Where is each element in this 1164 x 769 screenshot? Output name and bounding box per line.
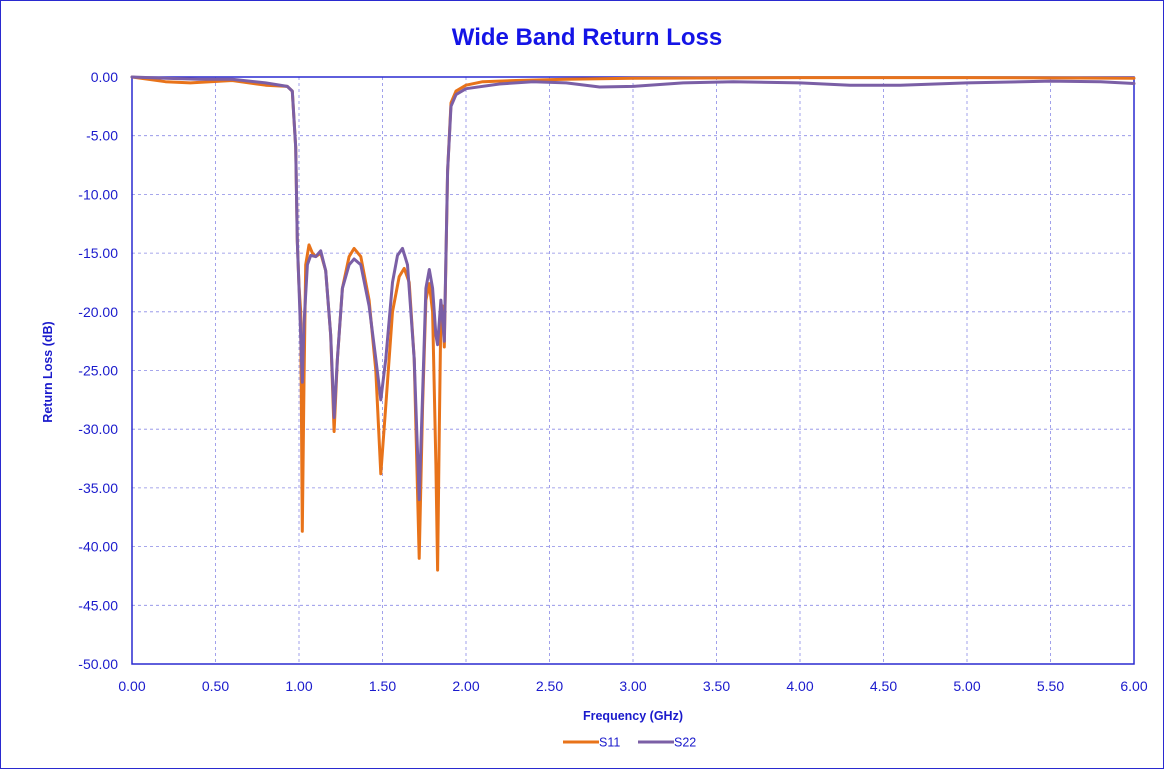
x-tick-label: 1.50: [369, 678, 396, 694]
series-line-s22: [130, 75, 1136, 502]
x-axis-title: Frequency (GHz): [583, 709, 683, 723]
y-tick-label: 0.00: [91, 69, 118, 85]
x-tick-label: 0.00: [118, 678, 145, 694]
legend: S11 S22: [563, 736, 696, 750]
y-axis-title: Return Loss (dB): [41, 321, 55, 422]
x-tick-label: 5.50: [1037, 678, 1064, 694]
y-tick-label: -45.00: [78, 597, 118, 613]
x-tick-label: 2.00: [452, 678, 479, 694]
y-tick-label: -10.00: [78, 186, 118, 202]
gridlines: [132, 77, 1134, 664]
x-axis-ticks: 0.00 0.50 1.00 1.50 2.00 2.50 3.00 3.50 4.00 4.50…: [118, 678, 1147, 694]
x-tick-label: 0.50: [202, 678, 229, 694]
legend-label-s11: S11: [599, 736, 620, 750]
x-tick-label: 4.50: [870, 678, 897, 694]
chart-title: Wide Band Return Loss: [452, 24, 722, 51]
x-tick-label: 4.00: [786, 678, 813, 694]
y-tick-label: -20.00: [78, 304, 118, 320]
x-tick-label: 2.50: [536, 678, 563, 694]
y-tick-label: -40.00: [78, 539, 118, 555]
series-group: [130, 75, 1136, 572]
y-tick-label: -5.00: [86, 128, 118, 144]
y-tick-label: -50.00: [78, 656, 118, 672]
x-tick-label: 1.00: [285, 678, 312, 694]
x-tick-label: 3.50: [703, 678, 730, 694]
x-tick-label: 6.00: [1120, 678, 1147, 694]
y-axis-ticks: 0.00 -5.00 -10.00 -15.00 -20.00 -25.00 -30.00 -…: [78, 69, 118, 672]
legend-label-s22: S22: [674, 736, 696, 750]
y-tick-label: -35.00: [78, 480, 118, 496]
y-tick-label: -15.00: [78, 245, 118, 261]
y-tick-label: -30.00: [78, 421, 118, 437]
y-tick-label: -25.00: [78, 363, 118, 379]
x-tick-label: 3.00: [619, 678, 646, 694]
x-tick-label: 5.00: [953, 678, 980, 694]
